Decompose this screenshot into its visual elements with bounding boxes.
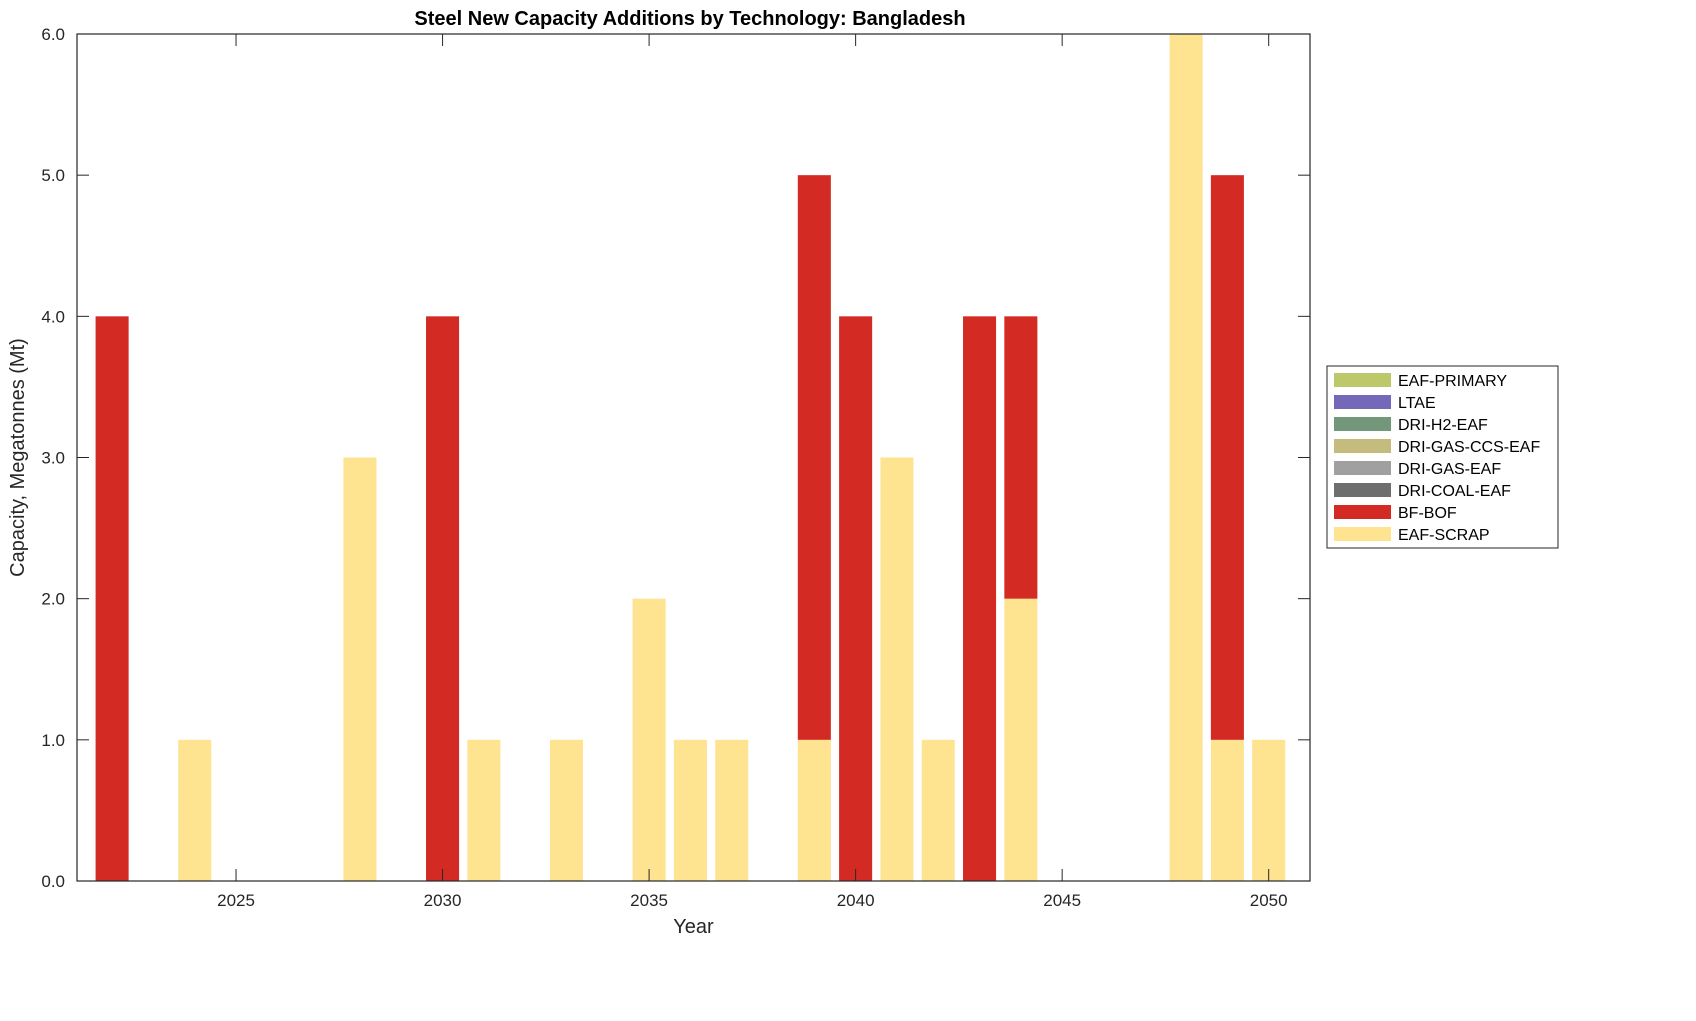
- bar-bf-bof-2040: [839, 316, 873, 881]
- bar-eaf-scrap-2033: [549, 739, 584, 881]
- y-tick-label: 3.0: [41, 449, 65, 468]
- legend-swatch: [1334, 417, 1391, 431]
- legend-item-eaf-primary: EAF-PRIMARY: [1334, 373, 1507, 390]
- legend: EAF-PRIMARY LTAE DRI-H2-EAF DRI-GAS-CCS-EAF…: [1326, 365, 1559, 549]
- legend-item-dri-coal-eaf: DRI-COAL-EAF: [1334, 483, 1511, 500]
- legend-item-bf-bof: BF-BOF: [1334, 505, 1457, 522]
- legend-swatch: [1334, 505, 1391, 519]
- y-tick-label: 0.0: [41, 872, 65, 891]
- bar-eaf-scrap-2044: [1004, 598, 1038, 881]
- legend-item-eaf-scrap: EAF-SCRAP: [1334, 527, 1490, 544]
- bar-eaf-scrap-2037: [715, 739, 749, 881]
- bar-eaf-scrap-2050: [1252, 739, 1286, 881]
- legend-swatch: [1334, 395, 1391, 409]
- legend-label: DRI-GAS-EAF: [1398, 461, 1501, 478]
- x-tick-label: 2050: [1250, 891, 1288, 910]
- x-tick-label: 2035: [630, 891, 668, 910]
- ticks-group: 2025 2030 2035 2040 2045 2050 0.0 1.0 2.0 3.0 4.0 5…: [41, 25, 1310, 910]
- legend-label: BF-BOF: [1398, 505, 1457, 522]
- bar-bf-bof-2043: [963, 316, 997, 881]
- legend-label: EAF-SCRAP: [1398, 527, 1490, 544]
- legend-label: EAF-PRIMARY: [1398, 373, 1507, 390]
- legend-swatch: [1334, 439, 1391, 453]
- bar-bf-bof-2039: [797, 175, 831, 740]
- x-tick-label: 2030: [424, 891, 462, 910]
- bar-eaf-scrap-2042: [921, 739, 955, 881]
- legend-label: DRI-H2-EAF: [1398, 417, 1488, 434]
- bar-eaf-scrap-2024: [178, 739, 212, 881]
- x-tick-label: 2025: [217, 891, 255, 910]
- bar-bf-bof-2044: [1004, 316, 1038, 599]
- bar-eaf-scrap-2048: [1169, 34, 1203, 881]
- legend-label: DRI-COAL-EAF: [1398, 483, 1511, 500]
- x-axis-label: Year: [673, 916, 714, 938]
- legend-item-dri-gas-eaf: DRI-GAS-EAF: [1334, 461, 1501, 478]
- bar-eaf-scrap-2049: [1210, 739, 1244, 881]
- legend-item-ltae: LTAE: [1334, 395, 1436, 412]
- chart-title: Steel New Capacity Additions by Technolo…: [414, 8, 965, 30]
- legend-swatch: [1334, 461, 1391, 475]
- bar-eaf-scrap-2039: [797, 739, 831, 881]
- x-tick-label: 2045: [1043, 891, 1081, 910]
- y-axis-label: Capacity, Megatonnes (Mt): [7, 338, 29, 577]
- y-tick-label: 1.0: [41, 731, 65, 750]
- bars-group: [95, 34, 1286, 881]
- bar-eaf-scrap-2041: [880, 457, 914, 881]
- legend-item-dri-h2-eaf: DRI-H2-EAF: [1334, 417, 1488, 434]
- bar-eaf-scrap-2035: [632, 598, 666, 881]
- bar-bf-bof-2030: [426, 316, 460, 881]
- bar-eaf-scrap-2028: [343, 457, 377, 881]
- y-tick-label: 5.0: [41, 166, 65, 185]
- bar-eaf-scrap-2036: [673, 739, 707, 881]
- legend-swatch: [1334, 483, 1391, 497]
- bar-bf-bof-2049: [1210, 175, 1244, 740]
- bar-bf-bof-2022: [95, 316, 129, 881]
- legend-swatch: [1334, 527, 1391, 541]
- y-tick-label: 4.0: [41, 307, 65, 326]
- legend-item-dri-gas-ccs-eaf: DRI-GAS-CCS-EAF: [1334, 439, 1540, 456]
- y-tick-label: 6.0: [41, 25, 65, 44]
- bar-eaf-scrap-2031: [467, 739, 501, 881]
- x-tick-label: 2040: [837, 891, 875, 910]
- legend-label: DRI-GAS-CCS-EAF: [1398, 439, 1540, 456]
- legend-swatch: [1334, 373, 1391, 387]
- legend-label: LTAE: [1398, 395, 1436, 412]
- y-tick-label: 2.0: [41, 590, 65, 609]
